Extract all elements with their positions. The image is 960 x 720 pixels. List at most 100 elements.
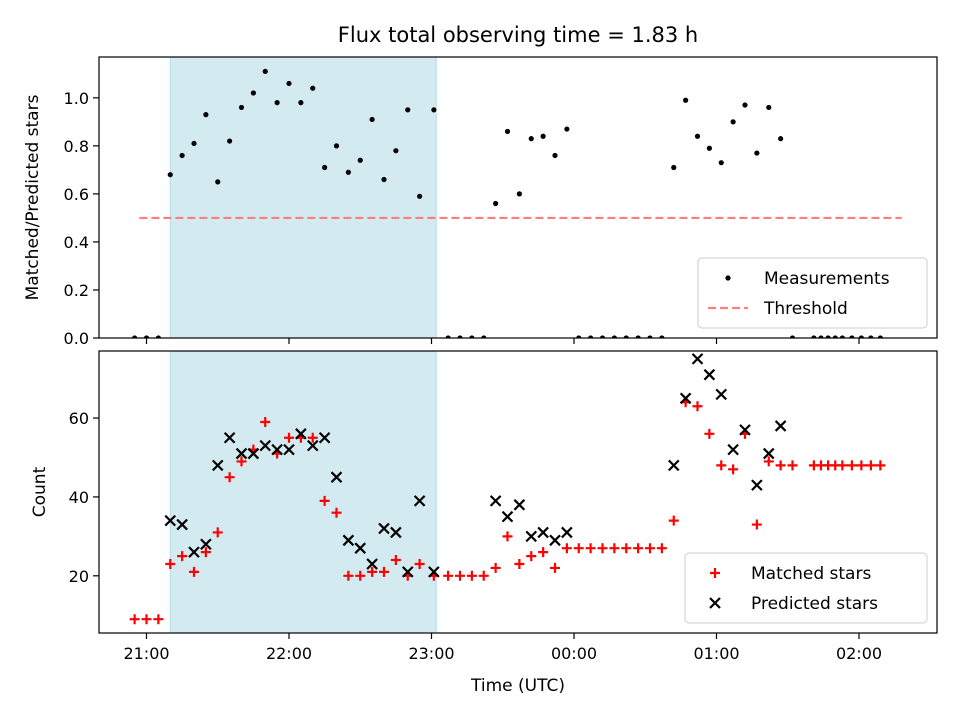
x-tick-label: 01:00 xyxy=(693,644,739,663)
legend-label: Matched stars xyxy=(751,564,871,584)
matched-stars-point xyxy=(165,558,176,569)
measurements-point xyxy=(706,145,712,151)
predicted-stars-point xyxy=(188,546,200,558)
predicted-stars-point xyxy=(176,518,188,531)
matched-stars-point xyxy=(367,566,378,577)
predicted-stars-point xyxy=(537,526,549,539)
measurements-point xyxy=(238,104,245,111)
measurements-point xyxy=(599,335,606,338)
matched-stars-point xyxy=(775,460,786,471)
measurements-point xyxy=(611,335,617,338)
measurements-point xyxy=(191,140,197,147)
measurements-point xyxy=(457,335,463,338)
matched-stars-point xyxy=(633,543,644,554)
y-tick-label: 40 xyxy=(69,488,89,507)
measurements-point xyxy=(322,164,328,171)
measurements-point xyxy=(445,335,451,338)
predicted-stars-point xyxy=(306,439,319,452)
measurements-point xyxy=(818,335,824,338)
matched-stars-point xyxy=(538,547,549,558)
x-tick-label: 22:00 xyxy=(266,644,312,663)
predicted-stars-point xyxy=(259,439,272,452)
measurements-point xyxy=(825,335,831,338)
y-axis-label: Count xyxy=(30,466,50,517)
legend-swatch xyxy=(725,275,731,281)
measurements-point xyxy=(132,335,138,338)
y-tick-label: 20 xyxy=(69,567,89,586)
predicted-stars-point xyxy=(691,353,704,365)
predicted-stars-point xyxy=(366,558,378,570)
measurements-point xyxy=(227,138,233,144)
predicted-stars-point xyxy=(679,392,692,405)
measurements-point xyxy=(789,335,796,338)
measurements-point xyxy=(540,133,546,139)
predicted-stars-point xyxy=(247,447,260,460)
predicted-stars-point xyxy=(330,471,343,483)
predicted-stars-point xyxy=(211,459,224,472)
predicted-stars-point xyxy=(271,443,283,456)
measurements-point xyxy=(811,335,817,338)
predicted-stars-point xyxy=(164,514,177,527)
matched-stars-point xyxy=(763,456,774,467)
measurements-point xyxy=(469,335,475,338)
measurements-point xyxy=(635,335,641,338)
matched-stars-point xyxy=(656,543,667,554)
matched-stars-point xyxy=(414,558,425,569)
predicted-stars-point xyxy=(739,424,751,436)
measurements-point xyxy=(357,157,363,163)
y-tick-label: 0.6 xyxy=(64,185,89,204)
measurements-point xyxy=(250,90,256,96)
panel-plot-area xyxy=(132,57,902,338)
y-tick-label: 60 xyxy=(69,409,89,428)
measurements-point xyxy=(730,119,736,125)
predicted-stars-point xyxy=(501,510,514,523)
measurements-point xyxy=(528,136,534,142)
legend-box xyxy=(684,552,928,624)
matched-stars-point xyxy=(379,566,389,577)
predicted-stars-point xyxy=(283,443,295,456)
measurements-point xyxy=(877,335,883,338)
measurements-point xyxy=(215,179,221,185)
measurements-point xyxy=(564,126,570,132)
measurements-point xyxy=(742,102,748,108)
predicted-stars-point xyxy=(235,447,248,460)
x-tick-label: 00:00 xyxy=(551,644,597,663)
matched-stars-point xyxy=(716,460,727,471)
measurements-point xyxy=(417,193,423,199)
matched-stars-point xyxy=(153,614,164,625)
observing-span xyxy=(170,57,437,338)
predicted-stars-point xyxy=(428,566,440,578)
matched-stars-point xyxy=(728,464,739,475)
predicted-stars-point xyxy=(667,459,680,472)
matched-stars-point xyxy=(865,460,876,471)
predicted-stars-point xyxy=(774,420,787,432)
legend-swatch xyxy=(710,568,720,578)
matched-stars-point xyxy=(177,551,188,562)
chart-title: Flux total observing time = 1.83 h xyxy=(338,23,698,47)
matched-stars-point xyxy=(502,531,513,542)
matched-stars-point xyxy=(692,401,703,412)
x-tick-label: 21:00 xyxy=(123,644,169,663)
matched-stars-point xyxy=(200,547,211,558)
measurements-point xyxy=(179,152,185,159)
matched-stars-point xyxy=(704,428,715,439)
measurements-point xyxy=(832,335,838,338)
measurements-point xyxy=(623,335,629,338)
matched-stars-point xyxy=(212,527,223,538)
matched-stars-point xyxy=(319,495,330,506)
predicted-stars-point xyxy=(727,443,739,456)
predicted-stars-point xyxy=(525,530,538,543)
measurements-point xyxy=(167,172,173,178)
measurements-point xyxy=(493,200,499,207)
measurements-point xyxy=(393,148,399,154)
measurements-point xyxy=(683,97,689,103)
y-tick-label: 0.0 xyxy=(64,329,89,348)
measurements-point xyxy=(381,176,387,183)
legend-label: Predicted stars xyxy=(751,594,878,614)
predicted-stars-point xyxy=(703,368,716,381)
matched-stars-point xyxy=(129,614,140,625)
predicted-stars-point xyxy=(513,499,526,511)
predicted-stars-point xyxy=(378,522,390,535)
legend-swatch xyxy=(709,597,721,609)
predicted-stars-point xyxy=(401,566,414,578)
